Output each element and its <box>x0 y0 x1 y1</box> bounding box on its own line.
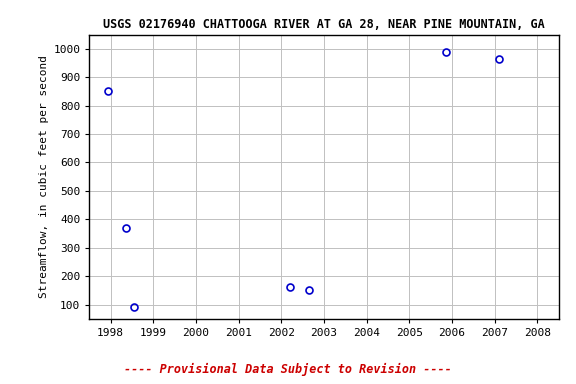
Text: ---- Provisional Data Subject to Revision ----: ---- Provisional Data Subject to Revisio… <box>124 363 452 376</box>
Title: USGS 02176940 CHATTOOGA RIVER AT GA 28, NEAR PINE MOUNTAIN, GA: USGS 02176940 CHATTOOGA RIVER AT GA 28, … <box>103 18 545 31</box>
Y-axis label: Streamflow, in cubic feet per second: Streamflow, in cubic feet per second <box>39 55 49 298</box>
